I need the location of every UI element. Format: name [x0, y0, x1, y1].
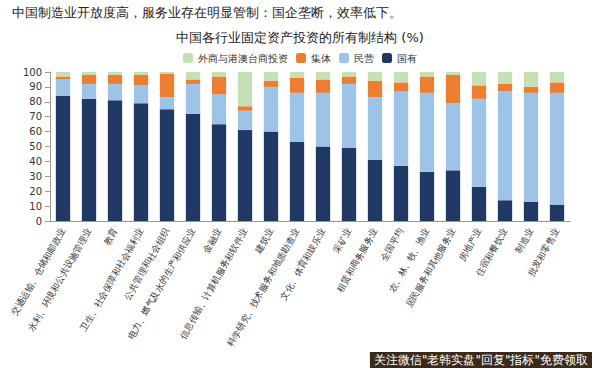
- svg-text:关注微信"老韩实盘"回复"指标"免费领取: 关注微信"老韩实盘"回复"指标"免费领取: [374, 353, 588, 367]
- svg-text:70: 70: [29, 111, 42, 122]
- svg-text:外商与港澳台商投资: 外商与港澳台商投资: [198, 53, 288, 64]
- svg-text:集体: 集体: [311, 53, 331, 64]
- svg-text:40: 40: [29, 156, 42, 167]
- svg-text:信息传输、计算机服务和软件业: 信息传输、计算机服务和软件业: [177, 226, 250, 341]
- svg-text:30: 30: [29, 171, 42, 182]
- svg-text:公共管理和社会组织: 公共管理和社会组织: [122, 226, 171, 301]
- svg-text:科学研究、技术服务和地质勘查业: 科学研究、技术服务和地质勘查业: [225, 226, 302, 349]
- svg-text:水利、环境和公共设施管理业: 水利、环境和公共设施管理业: [26, 226, 93, 332]
- svg-text:教育: 教育: [102, 226, 120, 247]
- svg-text:居民服务和其他服务业: 居民服务和其他服务业: [404, 226, 458, 309]
- svg-text:农、林、牧、渔业: 农、林、牧、渔业: [386, 226, 432, 294]
- svg-text:民营: 民营: [354, 53, 374, 64]
- svg-text:国有: 国有: [397, 53, 417, 64]
- svg-text:建筑业: 建筑业: [253, 226, 276, 255]
- svg-text:中国制造业开放度高，服务业存在明显管制：国企垄断，效率低下。: 中国制造业开放度高，服务业存在明显管制：国企垄断，效率低下。: [12, 5, 402, 20]
- svg-text:100: 100: [23, 67, 42, 78]
- svg-text:住宿和餐饮业: 住宿和餐饮业: [474, 226, 510, 278]
- svg-text:制造业: 制造业: [513, 226, 535, 254]
- svg-text:批发和零售业: 批发和零售业: [526, 226, 562, 278]
- svg-text:全国平均: 全国平均: [379, 226, 406, 262]
- svg-text:50: 50: [29, 141, 42, 152]
- svg-text:60: 60: [29, 126, 42, 137]
- svg-text:0: 0: [36, 216, 42, 227]
- svg-text:20: 20: [29, 186, 42, 197]
- svg-text:80: 80: [29, 96, 42, 107]
- svg-text:电力、燃气及水的生产和供应业: 电力、燃气及水的生产和供应业: [125, 226, 198, 341]
- svg-text:中国各行业固定资产投资的所有制结构 (%): 中国各行业固定资产投资的所有制结构 (%): [176, 30, 424, 45]
- svg-text:10: 10: [29, 201, 42, 212]
- svg-text:90: 90: [29, 81, 42, 92]
- svg-text:采矿业: 采矿业: [331, 226, 353, 254]
- svg-text:文化、体育和娱乐业: 文化、体育和娱乐业: [278, 226, 327, 301]
- svg-text:交通运输、仓储和邮政业: 交通运输、仓储和邮政业: [9, 226, 68, 318]
- svg-text:卫生、社会保障和社会福利业: 卫生、社会保障和社会福利业: [78, 226, 146, 333]
- svg-text:金融业: 金融业: [201, 226, 223, 254]
- svg-text:租赁和商务服务业: 租赁和商务服务业: [335, 226, 380, 293]
- svg-text:房地产业: 房地产业: [457, 226, 484, 262]
